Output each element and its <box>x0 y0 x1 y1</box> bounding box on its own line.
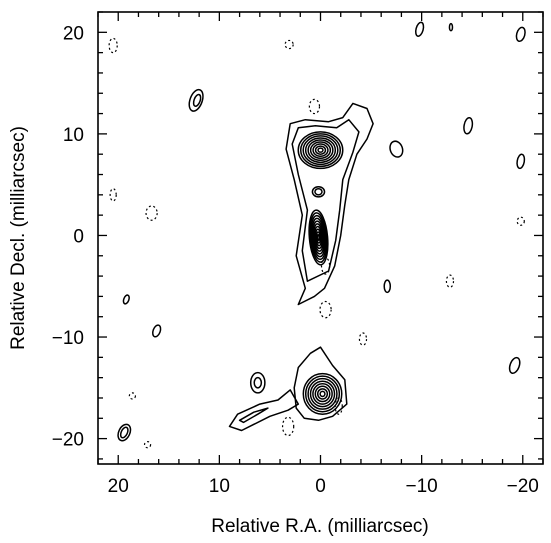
x-axis-label: Relative R.A. (milliarcsec) <box>211 516 428 537</box>
noise-contour <box>516 153 526 170</box>
negative-contour <box>445 274 455 288</box>
negative-contour <box>308 98 321 115</box>
southern-component-contour <box>309 380 336 408</box>
core-contour <box>313 223 324 252</box>
upper-knot-contour <box>307 139 334 162</box>
core-contour <box>312 220 325 255</box>
upper-knot-contour <box>314 145 327 155</box>
upper-knot-contour <box>317 147 324 153</box>
southern-component-contour <box>312 383 333 405</box>
southern-component-contour <box>307 377 338 410</box>
noise-contour <box>383 279 392 294</box>
negative-contour <box>319 300 332 319</box>
core-contour <box>311 217 326 258</box>
upper-knot-contour <box>304 137 337 164</box>
x-tick-label: −10 <box>406 476 438 497</box>
southern-arc-inner-contour <box>238 407 269 424</box>
noise-contour <box>117 423 132 442</box>
upper-knot-contour <box>297 131 344 170</box>
southern-component-contour <box>314 385 331 403</box>
negative-contour <box>145 205 158 221</box>
negative-contour <box>516 216 525 226</box>
x-tick-label: −20 <box>507 476 539 497</box>
negative-contour <box>281 416 295 437</box>
negative-contour <box>334 397 343 415</box>
axis-ticks <box>97 11 544 464</box>
upper-knot-contour <box>299 133 342 168</box>
negative-contour <box>128 392 137 400</box>
noise-contour <box>515 26 526 43</box>
upper-knot-contour <box>302 135 339 166</box>
middle-knot-contour <box>314 187 323 196</box>
noise-contour <box>188 88 204 112</box>
x-tick-label: 10 <box>209 476 230 497</box>
noise-contour <box>463 116 474 135</box>
core-contour <box>315 231 322 244</box>
southern-outer-contour <box>293 346 348 422</box>
y-tick-label: −10 <box>52 328 84 349</box>
southern-component-contour <box>316 388 329 400</box>
y-tick-label: 20 <box>63 23 84 44</box>
southern-component-contour <box>302 372 343 415</box>
y-tick-label: 0 <box>73 226 84 247</box>
negative-contour <box>109 188 117 202</box>
noise-contour <box>448 22 454 32</box>
negative-contour <box>358 332 368 346</box>
upper-knot-contour <box>312 143 329 157</box>
negative-contour <box>320 257 331 275</box>
x-tick-label: 20 <box>108 476 129 497</box>
noise-contour <box>192 93 202 107</box>
noise-contour <box>151 324 162 338</box>
southern-component-contour <box>304 375 341 413</box>
x-tick-label: 0 <box>315 476 326 497</box>
southern-arc-contour <box>228 389 300 432</box>
core-contour <box>308 209 329 266</box>
core-contour <box>314 228 323 247</box>
jet-outer-contour <box>285 102 374 306</box>
y-tick-label: −20 <box>52 430 84 451</box>
noise-contour <box>122 294 130 305</box>
tick-labels: 20 10 0 −10 −20 20 10 0 −10 −20 <box>52 23 539 497</box>
core-contour <box>316 234 321 241</box>
y-axis-label: Relative Decl. (milliarcsec) <box>8 126 29 350</box>
negative-contour <box>143 441 152 449</box>
southern-component-contour <box>319 390 326 398</box>
upper-knot-contour <box>309 141 332 160</box>
negative-contour <box>284 39 294 50</box>
noise-contour <box>508 356 521 375</box>
southern-knot-contour <box>249 371 266 394</box>
core-contour <box>313 225 323 250</box>
plot-area <box>108 21 526 449</box>
noise-contour <box>414 21 425 37</box>
core-contour <box>310 214 327 261</box>
core-contour <box>309 212 328 263</box>
negative-contour <box>108 37 118 54</box>
noise-contour <box>119 426 129 439</box>
noise-contour <box>389 140 404 158</box>
middle-knot-contour <box>311 185 326 198</box>
y-tick-label: 10 <box>63 125 84 146</box>
jet-second-contour <box>291 118 360 282</box>
southern-knot-contour <box>253 376 263 389</box>
